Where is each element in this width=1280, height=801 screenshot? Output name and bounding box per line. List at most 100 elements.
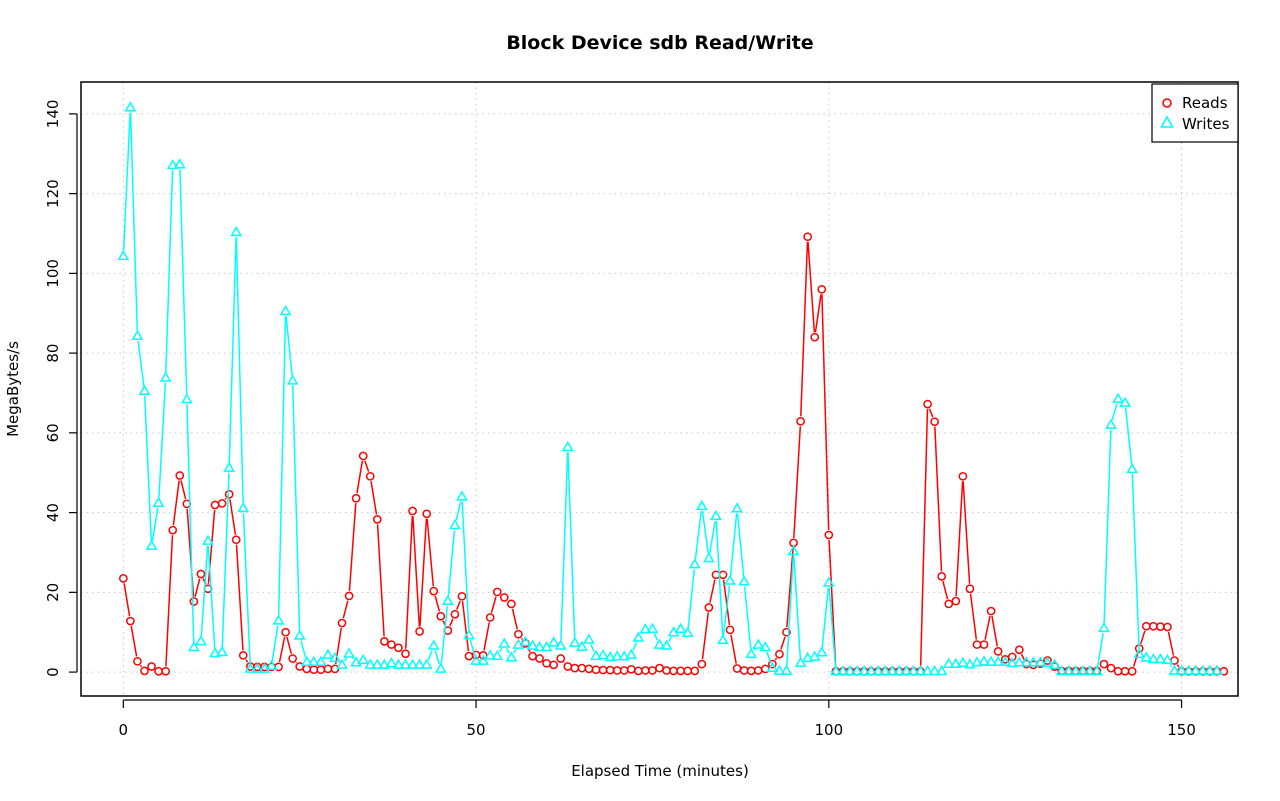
y-tick-label: 20 — [44, 583, 62, 602]
data-point-writes — [1210, 664, 1223, 675]
data-point-reads — [944, 599, 954, 609]
data-point-reads — [126, 616, 135, 626]
data-point-writes — [343, 647, 355, 658]
data-point-writes — [272, 614, 285, 625]
data-point-reads — [175, 471, 185, 480]
data-point-writes — [794, 656, 807, 667]
data-point-writes — [1203, 664, 1216, 675]
data-point-reads — [591, 665, 601, 675]
data-point-writes — [710, 509, 722, 521]
data-point-reads — [641, 666, 650, 675]
data-point-writes — [484, 649, 497, 660]
x-tick-label: 100 — [814, 721, 843, 739]
data-point-reads — [937, 572, 947, 581]
data-point-reads — [619, 666, 629, 675]
legend-label-reads: Reads — [1182, 94, 1228, 112]
data-point-reads — [704, 603, 714, 612]
data-point-writes — [1041, 656, 1054, 667]
data-point-writes — [1013, 656, 1026, 667]
data-point-reads — [118, 574, 128, 583]
data-point-writes — [230, 226, 243, 237]
data-point-writes — [491, 649, 504, 661]
data-point-writes — [688, 558, 701, 569]
data-point-writes — [681, 626, 694, 637]
data-point-writes — [138, 384, 151, 395]
data-point-reads — [697, 659, 707, 669]
data-point-writes — [449, 519, 461, 530]
data-point-writes — [935, 664, 948, 676]
data-point-writes — [907, 664, 920, 676]
data-point-reads — [344, 591, 354, 601]
data-point-writes — [886, 664, 899, 676]
legend-marker-writes — [1160, 115, 1174, 128]
data-point-reads — [528, 651, 537, 661]
x-tick-label: 150 — [1167, 721, 1196, 739]
data-point-writes — [914, 664, 927, 676]
data-point-writes — [399, 658, 412, 669]
data-point-writes — [568, 636, 581, 647]
data-point-writes — [159, 371, 172, 382]
data-point-reads — [965, 584, 975, 594]
data-point-writes — [858, 664, 870, 676]
data-point-reads — [302, 664, 312, 674]
data-point-reads — [210, 500, 220, 510]
data-point-writes — [244, 662, 257, 673]
data-point-reads — [563, 662, 573, 671]
data-point-reads — [570, 663, 580, 673]
data-point-reads — [725, 625, 735, 635]
data-point-writes — [801, 651, 814, 663]
data-point-writes — [837, 664, 849, 676]
y-tick-label: 100 — [44, 259, 62, 288]
data-point-reads — [1007, 652, 1017, 662]
data-point-writes — [992, 655, 1005, 667]
data-point-reads — [986, 606, 996, 616]
data-point-writes — [1027, 656, 1040, 667]
legend-marker-reads — [1162, 98, 1172, 108]
data-point-writes — [561, 440, 574, 452]
data-point-writes — [851, 664, 863, 676]
data-point-writes — [378, 658, 391, 669]
data-point-writes — [413, 658, 426, 669]
data-point-reads — [387, 640, 396, 649]
data-point-writes — [145, 539, 158, 551]
data-point-writes — [519, 635, 532, 647]
data-point-writes — [540, 641, 553, 652]
legend-box — [1151, 83, 1239, 143]
data-point-reads — [372, 515, 382, 524]
data-point-reads — [1099, 659, 1109, 669]
y-tick-label: 80 — [44, 344, 62, 363]
data-point-writes — [660, 639, 673, 650]
data-point-reads — [1156, 622, 1165, 631]
data-point-writes — [787, 544, 800, 556]
data-point-writes — [216, 645, 228, 657]
data-point-reads — [930, 417, 939, 427]
data-point-writes — [1126, 462, 1139, 474]
data-point-reads — [951, 596, 961, 606]
data-point-writes — [964, 658, 976, 669]
data-point-writes — [731, 502, 743, 513]
data-point-writes — [279, 304, 292, 316]
data-point-writes — [547, 636, 560, 647]
data-point-writes — [1112, 392, 1124, 403]
data-point-writes — [971, 656, 983, 667]
data-point-writes — [173, 158, 186, 169]
data-point-reads — [140, 666, 149, 676]
data-point-reads — [718, 570, 728, 580]
data-point-reads — [380, 637, 389, 646]
data-point-reads — [281, 627, 290, 637]
data-point-writes — [406, 658, 419, 669]
data-point-writes — [251, 662, 264, 673]
y-tick-label: 40 — [44, 503, 62, 522]
data-point-writes — [1069, 664, 1082, 676]
x-axis: 0 50 100 150 — [119, 699, 1196, 739]
data-point-reads — [507, 599, 516, 609]
data-point-reads — [309, 665, 319, 675]
data-point-writes — [766, 661, 779, 673]
data-point-writes — [646, 622, 659, 633]
data-point-writes — [1196, 664, 1209, 675]
data-point-writes — [759, 641, 772, 652]
data-point-writes — [900, 664, 913, 676]
data-point-reads — [655, 663, 664, 673]
data-point-reads — [923, 399, 932, 409]
